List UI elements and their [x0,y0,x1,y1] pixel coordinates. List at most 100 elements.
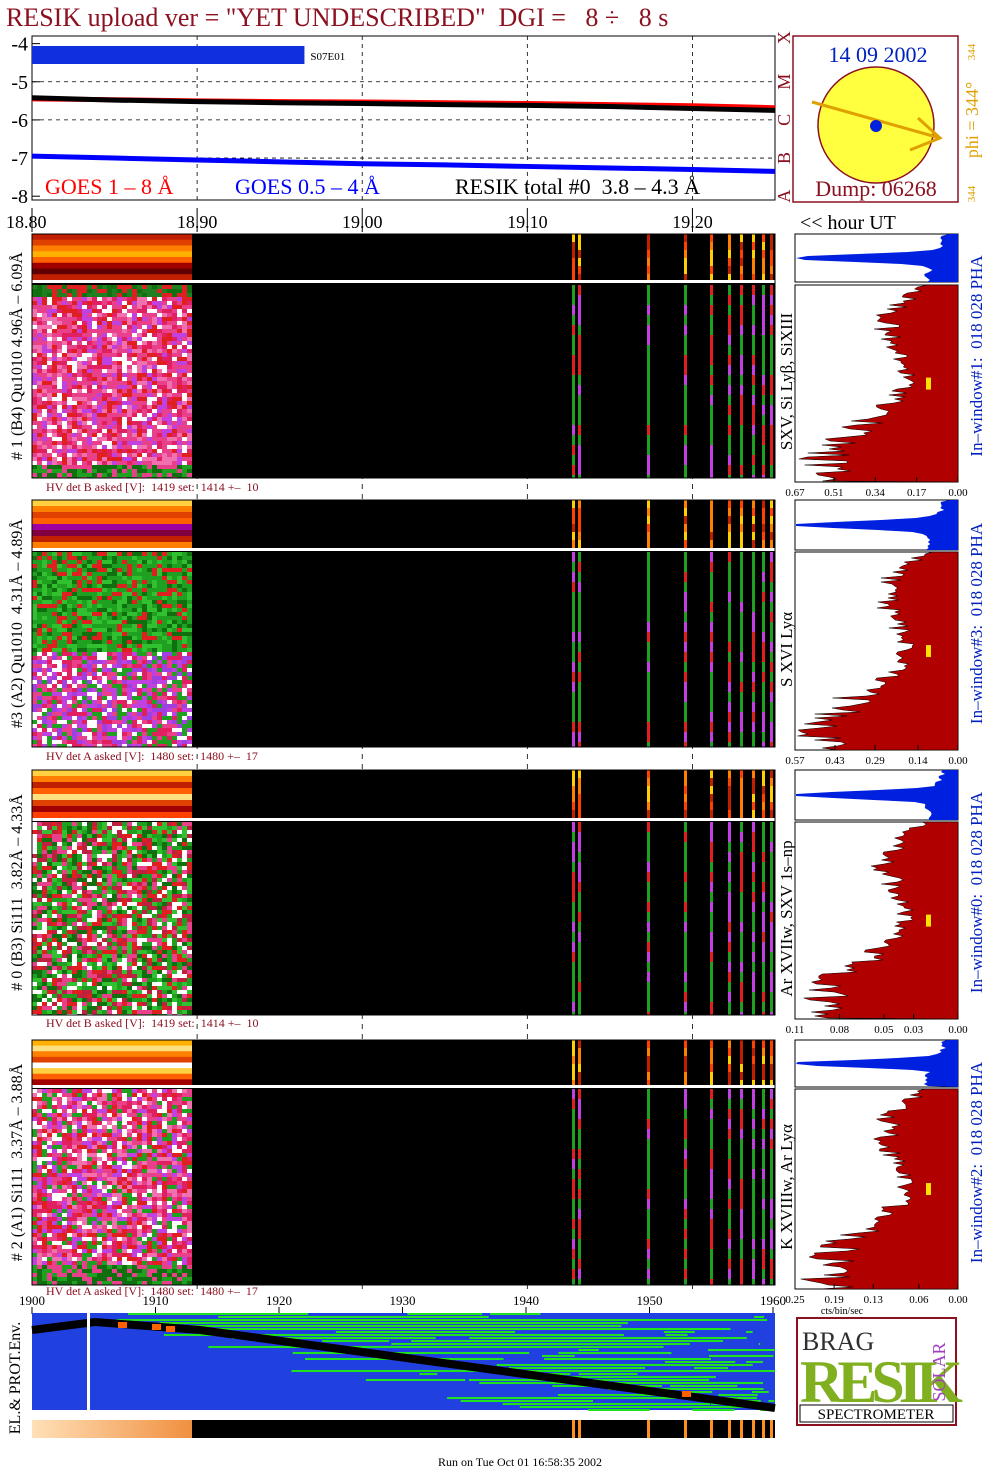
spectrogram-cell [152,926,157,930]
spectrogram-stripe [578,692,581,702]
spectrogram-cell [152,946,157,950]
spectrogram-cell [47,381,52,385]
spectrogram-cell [177,656,182,660]
spectrogram-cell [97,874,102,878]
spectrogram-cell [87,934,92,938]
spectrogram-cell [32,329,37,333]
spectrogram-cell [102,966,107,970]
spectrogram-cell [102,708,107,712]
spectrogram-cell [92,457,97,461]
spectrogram-cell [72,632,77,636]
spectrogram-cell [102,453,107,457]
spectrogram-cell [72,942,77,946]
spectrogram-cell [47,934,52,938]
spectrogram-cell [137,966,142,970]
spectrogram-cell [52,381,57,385]
spectrogram-cell [97,309,102,313]
spectrogram-cell [82,874,87,878]
spectrogram-cell [32,381,37,385]
spectrogram-cell [102,405,107,409]
spectrogram-stripe [647,516,650,524]
spectrogram-cell [137,744,142,747]
pha-histogram [798,284,959,483]
spectrogram-cell [182,724,187,728]
spectrogram-cell [82,357,87,361]
spectrogram-cell [52,966,57,970]
spectrogram-cell [152,317,157,321]
spectrogram-cell [142,688,147,692]
spectrogram-cell [47,950,52,954]
spectrogram-cell [52,293,57,297]
spectrogram-cell [132,321,137,325]
spectrogram-cell [67,736,72,740]
spectrogram-cell [157,568,162,572]
spectrogram-cell [122,588,127,592]
spectrogram-stripe [684,652,687,662]
spectrogram-cell [57,846,62,850]
spectrogram-cell [92,838,97,842]
spectrogram-cell [132,930,137,934]
spectrogram-cell [127,882,132,886]
spectrogram-cell [142,345,147,349]
spectrogram-cell [97,297,102,301]
spectrogram-cell [152,417,157,421]
spectrogram-cell [182,720,187,724]
spectrogram-cell [102,918,107,922]
spectrogram-cell [77,441,82,445]
spectrogram-cell [97,664,102,668]
spectrogram-cell [147,473,152,477]
spectrogram-cell [82,285,87,289]
spectrogram-cell [37,405,42,409]
spectrogram-stripe [770,455,773,465]
spectrogram-cell [187,361,192,365]
spectrogram-cell [97,453,102,457]
pha-tick-label: 0.17 [907,487,927,499]
spectrogram-cell [167,592,172,596]
spectrogram-cell [112,910,117,914]
spectrogram-cell [42,684,47,688]
spectrogram-cell [182,898,187,902]
spectrogram-cell [32,922,37,926]
spectrogram-cell [117,854,122,858]
spectrogram-cell [122,405,127,409]
spectrogram-cell [132,708,137,712]
spectrogram-cell [182,902,187,906]
spectrogram-cell [127,576,132,580]
spectrogram-cell [107,317,112,321]
spectrogram-cell [82,397,87,401]
spectrogram-cell [72,918,77,922]
spectrogram-cell [37,652,42,656]
spectrogram-cell [187,437,192,441]
spectrogram-cell [37,568,42,572]
spectrogram-cell [72,381,77,385]
spectrogram-cell [47,652,52,656]
spectrogram-cell [67,353,72,357]
spectrogram-cell [187,826,192,830]
spectrogram-cell [97,417,102,421]
spectrogram-cell [167,381,172,385]
spectrogram-cell [177,696,182,700]
spectrogram-cell [62,353,67,357]
spectrogram-stripe [572,305,575,315]
spectrogram-cell [92,858,97,862]
spectrogram-cell [107,970,112,974]
spectrogram-cell [122,640,127,644]
spectrogram-cell [187,289,192,293]
spectrogram-cell [72,906,77,910]
spectrogram-cell [127,473,132,477]
spectrogram-cell [157,373,162,377]
spectrogram-cell [187,373,192,377]
spectrogram-cell [87,588,92,592]
spectrogram-cell [127,922,132,926]
spectrogram-cell [137,576,142,580]
spectrogram-cell [162,333,167,337]
spectrogram-cell [97,353,102,357]
spectrogram-cell [182,716,187,720]
spectrogram-cell [112,409,117,413]
spectrogram-cell [112,842,117,846]
spectrogram-stripe [762,500,765,508]
spectrogram-cell [167,862,172,866]
spectrogram-cell [47,680,52,684]
spectrogram-cell [157,580,162,584]
spectrogram-cell [172,305,177,309]
